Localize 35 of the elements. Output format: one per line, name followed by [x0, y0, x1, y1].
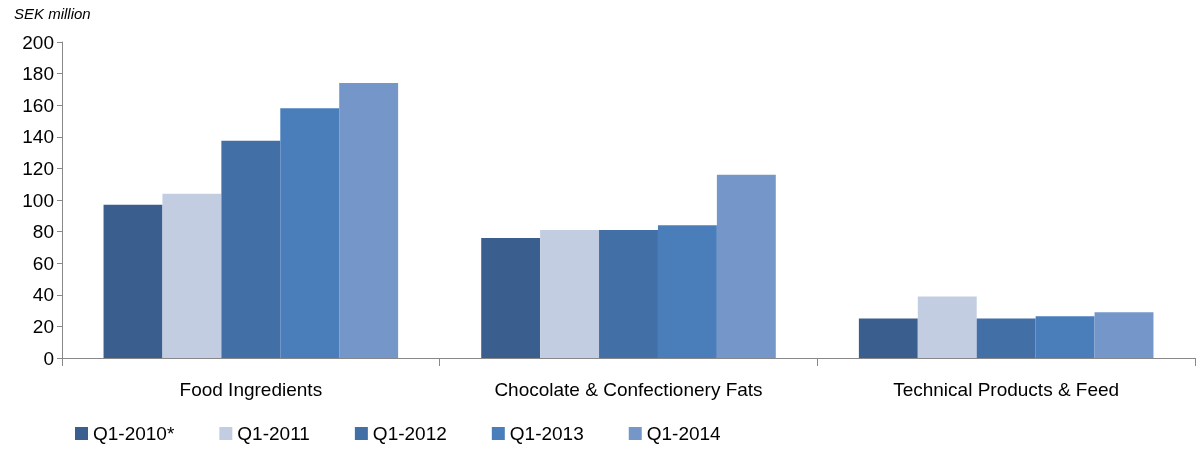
legend-label: Q1-2012: [372, 423, 447, 444]
x-tick-label: Chocolate & Confectionery Fats: [494, 379, 763, 400]
bar: [1035, 316, 1095, 358]
bar: [540, 230, 600, 358]
bar: [103, 204, 163, 358]
bar: [481, 237, 541, 358]
y-tick-label: 140: [22, 126, 54, 148]
bar: [162, 193, 222, 358]
y-tick-label: 200: [22, 31, 54, 53]
bar: [339, 83, 399, 358]
bar: [657, 225, 717, 358]
y-tick-label: 80: [32, 221, 54, 243]
bar: [976, 318, 1036, 358]
x-tick-label: Technical Products & Feed: [893, 379, 1120, 400]
bar: [1094, 312, 1154, 358]
y-tick-label: 160: [22, 94, 54, 116]
bar: [280, 108, 340, 358]
legend-label: Q1-2014: [646, 423, 722, 444]
y-axis-title: SEK million: [14, 5, 91, 22]
y-tick-label: 0: [43, 347, 54, 369]
y-tick-label: 180: [22, 63, 54, 85]
y-tick-label: 60: [32, 252, 54, 274]
legend-label: Q1-2010*: [93, 423, 175, 444]
legend-label: Q1-2013: [509, 423, 584, 444]
bar: [599, 230, 658, 358]
bar: [917, 296, 977, 358]
bar: [858, 318, 918, 358]
bar: [221, 140, 281, 358]
y-tick-label: 120: [22, 157, 54, 179]
y-tick-label: 20: [32, 315, 54, 337]
legend-label: Q1-2011: [237, 423, 310, 444]
x-tick-label: Food Ingredients: [179, 379, 323, 400]
y-tick-label: 100: [22, 189, 54, 211]
bar: [716, 174, 776, 358]
y-tick-label: 40: [32, 284, 54, 306]
